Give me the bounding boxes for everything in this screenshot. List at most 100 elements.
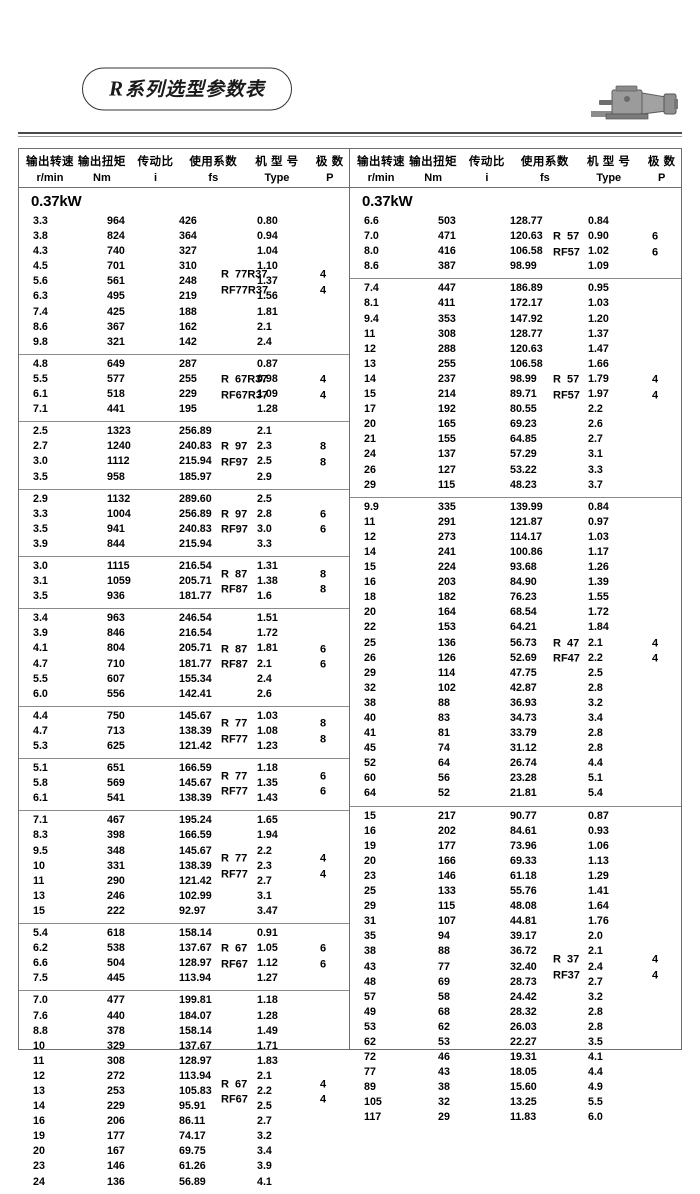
cell-speed: 38	[364, 696, 376, 709]
header-cn-poles: 极 数	[647, 156, 676, 168]
cell-fs: 1.43	[257, 792, 278, 805]
table-row: 4.4 750 145.67 1.03	[19, 710, 349, 725]
cell-speed: 13	[33, 889, 45, 902]
table-row: 5.6 561 248 1.37	[19, 275, 349, 290]
cell-speed: 15	[33, 904, 45, 917]
cell-speed: 49	[364, 1005, 376, 1018]
cell-ratio: 89.71	[510, 388, 537, 401]
cell-torque: 936	[107, 590, 125, 603]
cell-ratio: 172.17	[510, 297, 543, 310]
cell-fs: 2.9	[257, 470, 272, 483]
cell-speed: 12	[33, 1069, 45, 1082]
cell-speed: 31	[364, 915, 376, 928]
model-designation-block: R 67 RF67 6 6	[221, 942, 345, 973]
cell-torque: 237	[438, 372, 456, 385]
cell-fs: 1.35	[257, 777, 278, 790]
data-rows: 3.4 963 246.54 1.51 3.9 846 216.54 1.72 4.1 804 20…	[19, 609, 349, 706]
cell-speed: 14	[364, 372, 376, 385]
cell-ratio: 69.33	[510, 854, 537, 867]
cell-ratio: 32.40	[510, 960, 537, 973]
model-type-line-2: RF87	[221, 658, 248, 671]
cell-fs: 3.9	[257, 1160, 272, 1173]
poles-line-1: 4	[319, 852, 327, 865]
cell-fs: 1.05	[257, 942, 278, 955]
cell-speed: 11	[364, 515, 376, 528]
cell-speed: 18	[364, 591, 376, 604]
model-designation-block: R 97 RF97 6 6	[221, 507, 345, 538]
cell-torque: 353	[438, 312, 456, 325]
cell-speed: 3.9	[33, 537, 48, 550]
model-type-line-2: RF57	[553, 246, 580, 259]
model-group: 9.9 335 139.99 0.84 11 291 121.87 0.97 12 273 114.…	[350, 498, 681, 807]
cell-ratio: 26.74	[510, 757, 537, 770]
cell-speed: 9.4	[364, 312, 379, 325]
table-row: 60 56 23.28 5.1	[350, 772, 681, 787]
cell-ratio: 53.22	[510, 463, 537, 476]
model-designation-block: R 57 RF57 4 4	[553, 372, 677, 403]
cell-fs: 2.5	[257, 455, 272, 468]
cell-torque: 64	[438, 757, 450, 770]
cell-speed: 26	[364, 463, 376, 476]
cell-torque: 253	[107, 1084, 125, 1097]
header-cn-fs: 使用系数	[520, 156, 569, 168]
cell-fs: 2.4	[257, 672, 272, 685]
cell-ratio: 98.99	[510, 260, 537, 273]
cell-speed: 15	[364, 388, 376, 401]
cell-torque: 471	[438, 230, 456, 243]
cell-speed: 29	[364, 900, 376, 913]
table-row: 3.8 824 364 0.94	[19, 230, 349, 245]
cell-fs: 1.51	[257, 612, 278, 625]
cell-torque: 1112	[107, 455, 130, 468]
cell-speed: 4.7	[33, 657, 48, 670]
cell-ratio: 56.89	[179, 1175, 206, 1188]
cell-ratio: 48.23	[510, 478, 537, 491]
cell-speed: 17	[364, 403, 376, 416]
table-row: 25 133 55.76 1.41	[350, 885, 681, 900]
table-row: 15 217 90.77 0.87	[350, 810, 681, 825]
cell-speed: 7.4	[33, 305, 48, 318]
cell-ratio: 48.08	[510, 900, 537, 913]
header-en-type: Type	[264, 172, 290, 184]
cell-ratio: 364	[179, 230, 197, 243]
model-group: 7.1 467 195.24 1.65 8.3 398 166.59 1.94 9.5 348 14…	[19, 811, 349, 925]
cell-speed: 24	[33, 1175, 45, 1188]
cell-speed: 7.6	[33, 1009, 48, 1022]
model-type-line-2: RF77	[221, 785, 248, 798]
cell-speed: 6.2	[33, 942, 48, 955]
cell-speed: 3.5	[33, 590, 48, 603]
cell-fs: 1.55	[588, 591, 609, 604]
table-row: 8.6 367 162 2.1	[19, 321, 349, 336]
cell-torque: 107	[438, 915, 456, 928]
cell-fs: 2.8	[588, 681, 603, 694]
cell-ratio: 120.63	[510, 230, 543, 243]
cell-fs: 3.0	[257, 522, 272, 535]
cell-ratio: 56.73	[510, 636, 537, 649]
cell-ratio: 44.81	[510, 915, 537, 928]
cell-fs: 1.97	[588, 388, 609, 401]
cell-speed: 7.0	[364, 230, 379, 243]
cell-ratio: 166.59	[179, 762, 212, 775]
cell-torque: 167	[107, 1145, 125, 1158]
cell-torque: 136	[438, 636, 456, 649]
cell-speed: 2.9	[33, 492, 48, 505]
cell-ratio: 69.23	[510, 418, 537, 431]
model-type-cell: R 57 RF57	[553, 230, 633, 261]
page-title-prefix: R	[109, 76, 125, 101]
cell-torque: 229	[107, 1100, 125, 1113]
cell-torque: 81	[438, 727, 450, 740]
cell-torque: 272	[107, 1069, 125, 1082]
cell-speed: 40	[364, 712, 376, 724]
cell-ratio: 240.83	[179, 522, 212, 535]
cell-torque: 1059	[107, 575, 131, 588]
model-type-line-1: R 97	[221, 440, 248, 453]
cell-torque: 625	[107, 740, 125, 752]
cell-speed: 8.6	[33, 320, 48, 333]
model-type-cell: R 47 RF47	[553, 636, 633, 667]
model-type-cell: R 97 RF97	[221, 507, 301, 538]
model-type-cell: R 87 RF87	[221, 642, 301, 673]
cell-torque: 192	[438, 403, 456, 416]
poles-line-2: 4	[319, 283, 327, 296]
